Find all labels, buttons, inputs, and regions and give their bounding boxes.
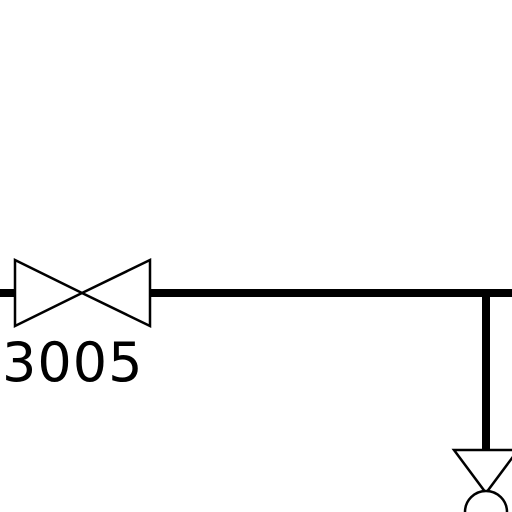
partial-valve-body <box>451 448 512 512</box>
valve-funnel-icon <box>451 448 512 496</box>
valve-ball-icon <box>463 489 509 512</box>
valve-right-triangle-icon <box>79 258 152 328</box>
valve-left-triangle-icon <box>13 257 85 329</box>
gate-valve-3005[interactable] <box>13 257 152 329</box>
valve-tag-label: 3005 <box>2 331 143 394</box>
